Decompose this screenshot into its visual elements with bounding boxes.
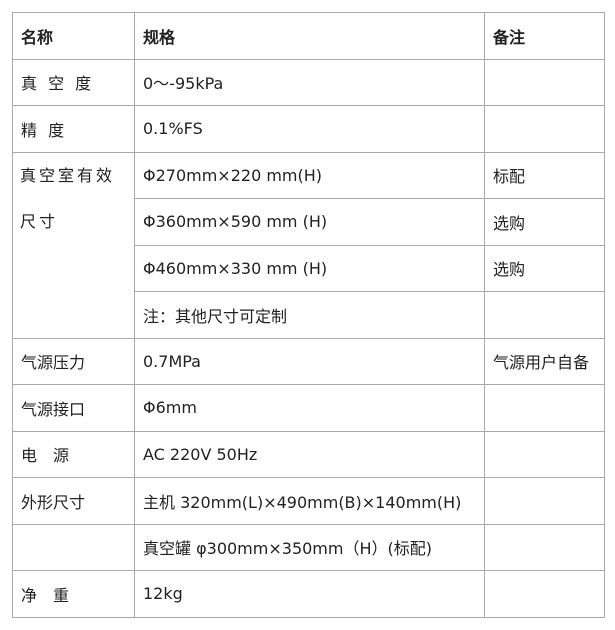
table-row: 电 源 AC 220V 50Hz bbox=[12, 430, 605, 478]
table-row: 气源接口 Φ6mm bbox=[12, 384, 605, 432]
row-spec: Φ360mm×590 mm (H) bbox=[134, 198, 485, 246]
row-name: 净 重 bbox=[12, 570, 135, 618]
row-note bbox=[484, 58, 605, 106]
row-name: 气源压力 bbox=[12, 337, 135, 385]
row-note bbox=[484, 570, 605, 618]
chamber-name-line1: 真空室有效 bbox=[20, 165, 116, 185]
row-name: 精 度 bbox=[12, 105, 135, 153]
table-row: 真空室有效 尺寸 Φ270mm×220 mm(H) 标配 bbox=[12, 151, 605, 339]
row-spec: 0.7MPa bbox=[134, 337, 485, 385]
row-note: 标配 bbox=[484, 151, 605, 199]
row-note bbox=[484, 523, 605, 571]
header-name: 名称 bbox=[12, 12, 135, 60]
row-name: 气源接口 bbox=[12, 384, 135, 432]
row-note: 选购 bbox=[484, 244, 605, 292]
row-spec: AC 220V 50Hz bbox=[134, 430, 485, 478]
row-name: 真 空 度 bbox=[12, 58, 135, 106]
table-row: 净 重 12kg bbox=[12, 570, 605, 618]
table-row: Φ460mm×330 mm (H) 选购 bbox=[13, 244, 605, 292]
row-note bbox=[484, 384, 605, 432]
table-header-row: 名称 规格 备注 bbox=[12, 12, 605, 60]
row-spec: 0～-95kPa bbox=[134, 58, 485, 106]
row-note bbox=[484, 477, 605, 525]
table-row: 精 度 0.1%FS bbox=[12, 105, 605, 153]
spec-table: 名称 规格 备注 真 空 度 0～-95kPa 精 度 0.1%FS 真空室有效… bbox=[12, 12, 605, 618]
row-spec: Φ460mm×330 mm (H) bbox=[134, 244, 485, 292]
table-row: 注：其他尺寸可定制 bbox=[13, 291, 605, 339]
row-note: 气源用户自备 bbox=[484, 337, 605, 385]
row-spec: 0.1%FS bbox=[134, 105, 485, 153]
row-spec: Φ6mm bbox=[134, 384, 485, 432]
row-spec: 真空罐 φ300mm×350mm（H）(标配) bbox=[134, 523, 485, 571]
row-name: 电 源 bbox=[12, 430, 135, 478]
row-name: 外形尺寸 bbox=[12, 477, 135, 525]
row-spec: 12kg bbox=[134, 570, 485, 618]
table-row: 真 空 度 0～-95kPa bbox=[12, 58, 605, 106]
header-note: 备注 bbox=[484, 12, 605, 60]
table-row: 气源压力 0.7MPa 气源用户自备 bbox=[12, 337, 605, 385]
table-row: Φ360mm×590 mm (H) 选购 bbox=[13, 198, 605, 246]
row-note bbox=[484, 291, 605, 339]
row-name bbox=[12, 523, 135, 571]
row-spec: Φ270mm×220 mm(H) bbox=[134, 151, 485, 199]
table-row: 外形尺寸 主机 320mm(L)×490mm(B)×140mm(H) bbox=[12, 477, 605, 525]
header-spec: 规格 bbox=[134, 12, 485, 60]
row-spec: 主机 320mm(L)×490mm(B)×140mm(H) bbox=[134, 477, 485, 525]
row-note bbox=[484, 105, 605, 153]
row-note: 选购 bbox=[484, 198, 605, 246]
row-spec: 注：其他尺寸可定制 bbox=[134, 291, 485, 339]
row-note bbox=[484, 430, 605, 478]
chamber-name-cell: 真空室有效 尺寸 bbox=[12, 151, 135, 339]
table-row: 真空罐 φ300mm×350mm（H）(标配) bbox=[12, 523, 605, 571]
chamber-name-line2: 尺寸 bbox=[20, 212, 59, 231]
